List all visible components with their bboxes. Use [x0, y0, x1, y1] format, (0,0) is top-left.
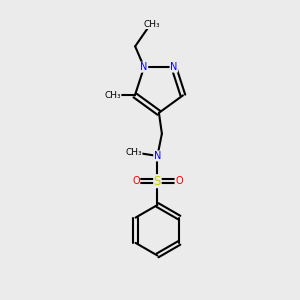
- Text: S: S: [154, 175, 161, 188]
- Text: O: O: [132, 176, 140, 186]
- Text: CH₃: CH₃: [143, 20, 160, 28]
- Text: N: N: [140, 62, 148, 72]
- Text: N: N: [170, 62, 178, 72]
- Text: N: N: [154, 151, 161, 161]
- Text: O: O: [175, 176, 183, 186]
- Text: CH₃: CH₃: [125, 148, 142, 158]
- Text: CH₃: CH₃: [104, 91, 121, 100]
